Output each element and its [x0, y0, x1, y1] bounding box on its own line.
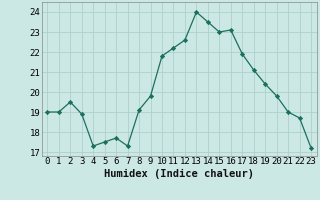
X-axis label: Humidex (Indice chaleur): Humidex (Indice chaleur) [104, 169, 254, 179]
